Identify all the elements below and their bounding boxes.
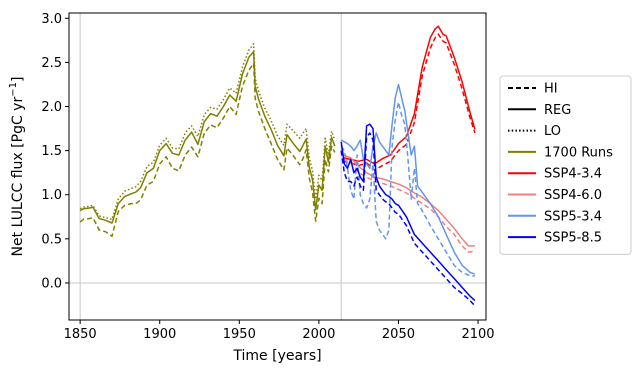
legend-box: [499, 75, 632, 255]
y-axis: 0.0 0.5 1.0 1.5 2.0 2.5 3.0: [41, 12, 69, 291]
legend-label: SSP4-3.4: [544, 167, 602, 182]
x-tick-label: 1900: [143, 327, 176, 342]
plot-frame: [68, 12, 487, 321]
series-line: [79, 51, 336, 224]
legend-label: SSP5-8.5: [544, 231, 602, 246]
x-tick-label: 2000: [302, 327, 335, 342]
series-line: [79, 62, 336, 237]
series-line: [342, 25, 476, 165]
legend-label: SSP4-6.0: [544, 188, 602, 203]
y-axis-label: Net LULCC flux [PgC yr−1]: [8, 77, 26, 257]
legend-label: HI: [544, 82, 558, 97]
series-line: [342, 158, 476, 253]
series-line: [79, 43, 336, 221]
x-tick-label: 2050: [382, 327, 415, 342]
legend-label: 1700 Runs: [544, 145, 613, 160]
series-layer: [79, 25, 476, 307]
x-axis-label: Time [years]: [232, 348, 321, 364]
series-line: [340, 83, 476, 275]
reference-lines: [69, 13, 486, 320]
series-line: [340, 101, 475, 277]
x-axis: 1850 1900 1950 2000 2050 2100: [64, 320, 495, 342]
series-line: [340, 132, 476, 307]
y-tick-label: 0.5: [41, 232, 62, 247]
series-line: [342, 154, 475, 247]
y-tick-label: 3.0: [41, 12, 62, 27]
series-line: [342, 33, 476, 171]
y-tick-label: 2.5: [41, 56, 62, 71]
y-axis-label-main: Net LULCC flux [PgC yr: [10, 97, 26, 257]
y-axis-label-end: ]: [10, 77, 26, 82]
legend-label: REG: [544, 103, 571, 118]
x-tick-label: 2100: [461, 327, 494, 342]
x-tick-label: 1850: [64, 327, 97, 342]
legend: HI REG LO 1700 Runs SSP4-3.4 SSP4-6.0 SSP5-3.4…: [499, 75, 632, 255]
series-line: [340, 123, 476, 302]
y-tick-label: 0.0: [41, 276, 62, 291]
legend-label: LO: [544, 124, 561, 139]
y-axis-label-sup: −1: [8, 82, 19, 97]
y-tick-label: 2.0: [41, 100, 62, 115]
x-tick-label: 1950: [223, 327, 256, 342]
y-tick-label: 1.0: [41, 188, 62, 203]
legend-label: SSP5-3.4: [544, 209, 602, 224]
y-tick-label: 1.5: [41, 144, 62, 159]
